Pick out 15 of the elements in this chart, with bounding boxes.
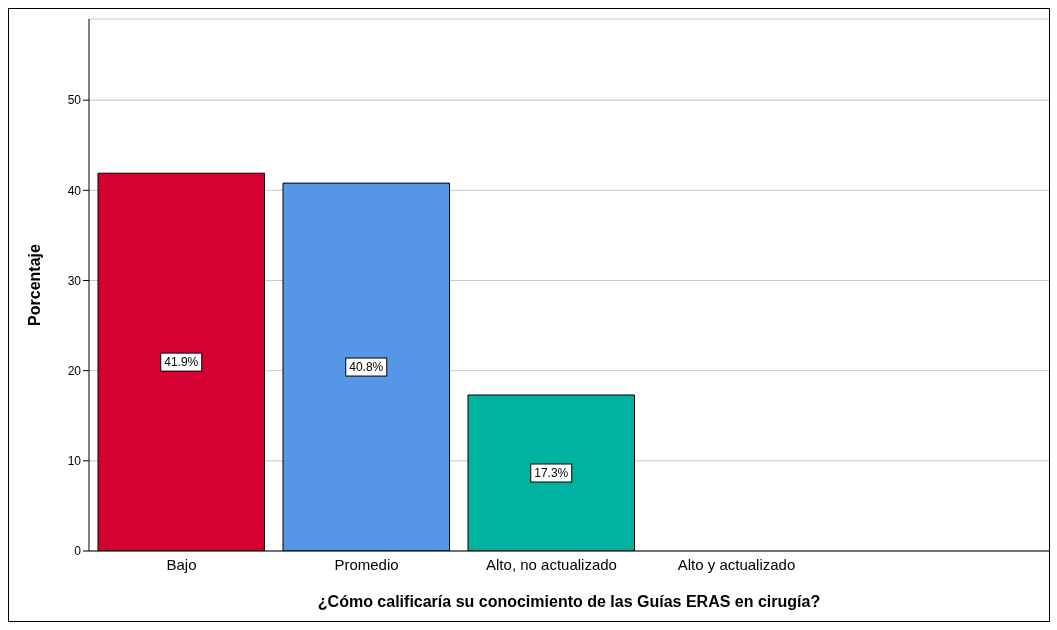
x-axis-title: ¿Cómo calificaría su conocimiento de las Guías ERAS en cirugía? xyxy=(317,593,821,610)
y-tick-label: 40 xyxy=(67,183,82,198)
y-tick-label: 50 xyxy=(67,93,82,108)
y-tick-label: 10 xyxy=(67,454,82,469)
x-tick-label: Alto, no actualizado xyxy=(486,555,617,573)
data-label: 40.8% xyxy=(349,360,384,375)
data-label: 41.9% xyxy=(164,355,199,370)
y-tick-label: 0 xyxy=(74,544,82,559)
y-tick-label: 30 xyxy=(67,273,82,288)
y-axis-title: Porcentaje xyxy=(25,243,43,326)
x-tick-label: Promedio xyxy=(334,555,399,573)
x-tick-label: Bajo xyxy=(166,555,197,573)
data-label: 17.3% xyxy=(534,466,569,480)
y-tick-label: 20 xyxy=(67,363,82,378)
x-tick-label: Alto y actualizado xyxy=(677,555,796,573)
